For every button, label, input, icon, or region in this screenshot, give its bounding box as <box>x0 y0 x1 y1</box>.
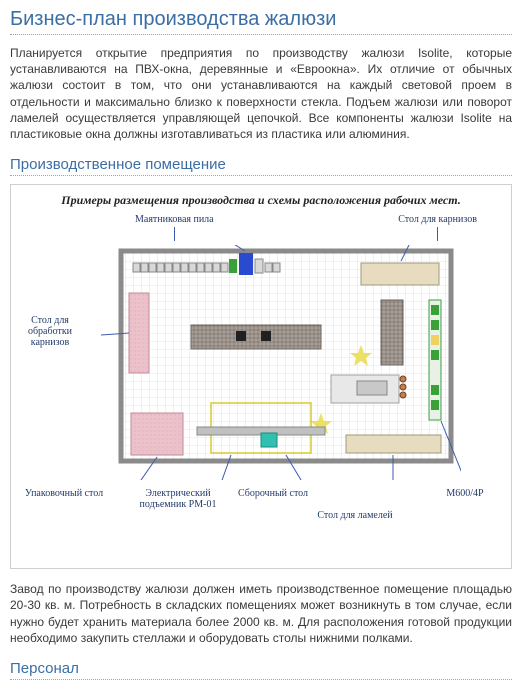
bottom-callouts: Упаковочный стол Электрический подъемник… <box>15 480 507 550</box>
label-bottom-4: Стол для ламелей <box>305 510 405 521</box>
floor-plan-svg <box>61 245 461 480</box>
label-bottom-2: Электрический подъемник РМ-01 <box>133 488 223 510</box>
label-top-left: Маятниковая пила <box>135 214 214 241</box>
paragraph-2: Завод по производству жалюзи должен имет… <box>10 581 512 646</box>
page-title: Бизнес-план производства жалюзи <box>10 8 512 35</box>
label-bottom-1: Упаковочный стол <box>19 488 109 499</box>
label-top-left-text: Маятниковая пила <box>135 214 214 225</box>
floor-plan-diagram: Примеры размещения производства и схемы … <box>10 184 512 569</box>
label-top-right: Стол для карнизов <box>398 214 477 241</box>
intro-paragraph: Планируется открытие предприятия по прои… <box>10 45 512 142</box>
label-top-right-text: Стол для карнизов <box>398 214 477 225</box>
label-side-left: Стол для обработки карнизов <box>21 315 79 348</box>
section-production-room: Производственное помещение <box>10 156 512 176</box>
label-bottom-3: Сборочный стол <box>233 488 313 499</box>
diagram-title: Примеры размещения производства и схемы … <box>15 193 507 208</box>
label-bottom-5: М600/4Р <box>435 488 495 499</box>
section-personnel: Персонал <box>10 660 512 680</box>
